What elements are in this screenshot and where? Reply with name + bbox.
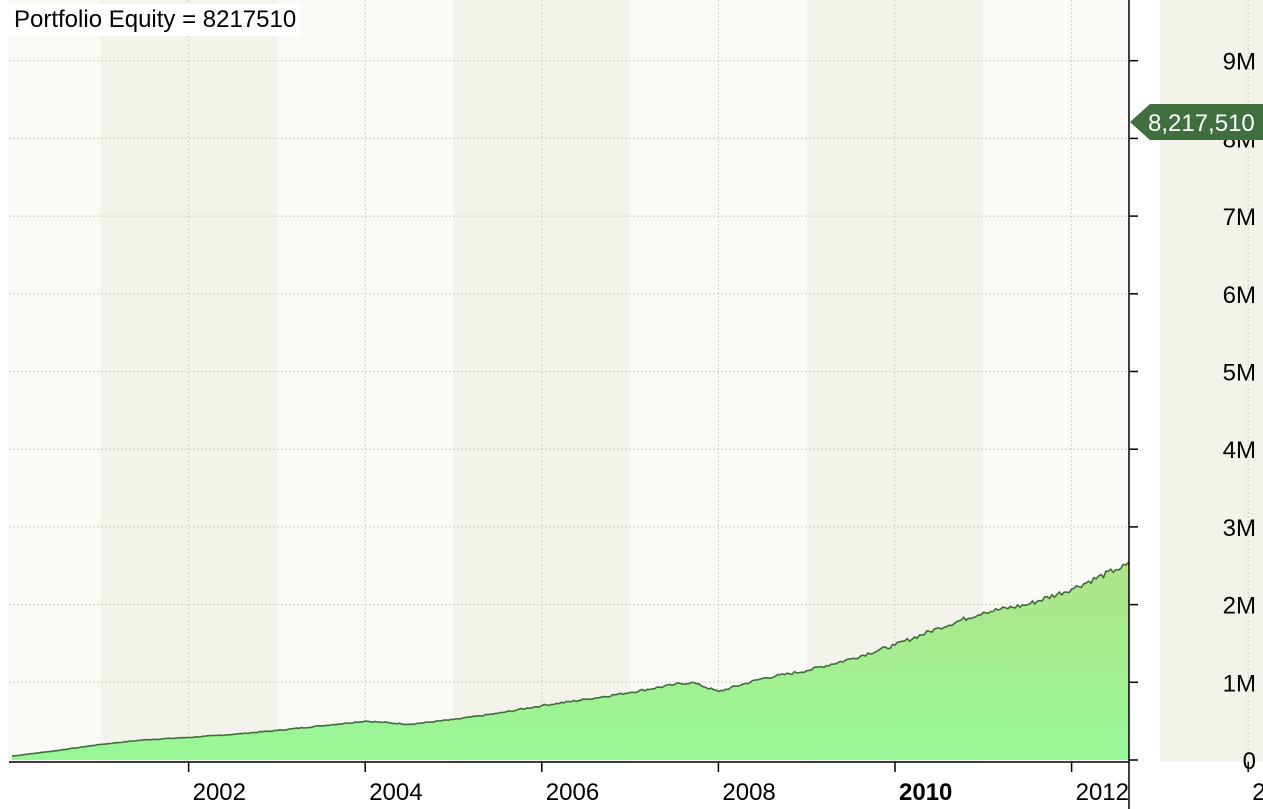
- equity-line: [11, 561, 1129, 757]
- y-tick-label: 0: [1243, 748, 1256, 775]
- x-axis-ticks: 2002200420062008201020122014201620182020…: [187, 762, 1263, 806]
- chart-title: Portfolio Equity = 8217510: [10, 4, 301, 36]
- x-tick-label: 2002: [193, 779, 246, 806]
- equity-area: [12, 563, 1129, 760]
- y-tick-label: 7M: [1223, 204, 1256, 231]
- x-tick-label: 2006: [546, 779, 599, 806]
- x-tick-label: 2010: [899, 779, 952, 806]
- y-tick-label: 2M: [1223, 593, 1256, 620]
- x-tick-label: 2012: [1076, 779, 1129, 806]
- y-tick-label: 1M: [1223, 670, 1256, 697]
- x-tick-label: 2014: [1252, 779, 1263, 806]
- y-tick-label: 9M: [1223, 49, 1256, 76]
- x-tick-label: 2004: [369, 779, 422, 806]
- grid-lines: [9, 0, 1249, 762]
- x-tick-label: 2008: [722, 779, 775, 806]
- last-value-tag: 8,217,510: [1130, 104, 1263, 140]
- y-tick-label: 5M: [1223, 360, 1256, 387]
- y-tick-label: 6M: [1223, 282, 1256, 309]
- last-value-label: 8,217,510: [1148, 110, 1255, 137]
- y-tick-label: 3M: [1223, 515, 1256, 542]
- year-bands: [9, 0, 1263, 762]
- last-value-tag-shape: [1130, 104, 1263, 140]
- y-tick-label: 4M: [1223, 437, 1256, 464]
- y-axis-ticks: 01M2M3M4M5M6M7M8M9M: [1129, 49, 1256, 775]
